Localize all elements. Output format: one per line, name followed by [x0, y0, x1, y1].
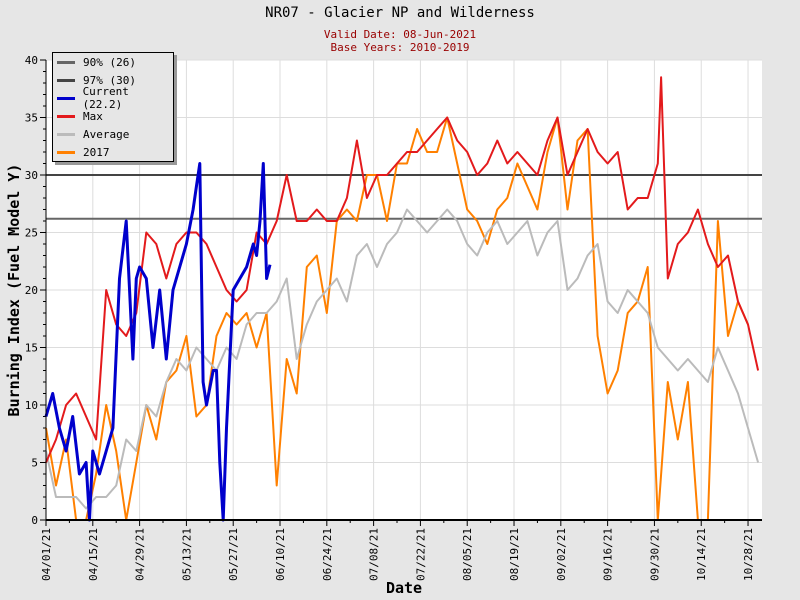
legend-item: 90% (26)	[53, 53, 173, 71]
y-tick-label: 20	[25, 284, 38, 297]
legend-item: 97% (30)	[53, 71, 173, 89]
x-tick-label: 06/10/21	[274, 528, 287, 581]
legend-item: 2017	[53, 143, 173, 161]
y-tick-label: 15	[25, 342, 38, 355]
x-tick-label: 08/19/21	[508, 528, 521, 581]
y-axis-title: Burning Index (Fuel Model Y)	[5, 164, 23, 417]
legend-swatch	[57, 150, 75, 154]
x-axis-title: Date	[386, 579, 422, 597]
x-tick-label: 09/02/21	[555, 528, 568, 581]
legend-swatch	[57, 132, 75, 136]
series-line-average	[45, 208, 760, 510]
x-tick-label: 08/05/21	[461, 528, 474, 581]
y-tick-label: 10	[25, 399, 38, 412]
x-tick-label: 04/15/21	[87, 528, 100, 581]
x-tick-label: 10/28/21	[742, 528, 755, 581]
valid-date: Valid Date: 08-Jun-2021	[323, 28, 477, 41]
legend-item: Current (22.2)	[53, 85, 173, 111]
chart-title: NR07 - Glacier NP and Wilderness	[265, 5, 535, 21]
legend-swatch	[57, 60, 75, 64]
legend-swatch	[57, 114, 75, 118]
y-tick-label: 40	[25, 54, 38, 67]
x-tick-label: 05/27/21	[227, 528, 240, 581]
base-years: Base Years: 2010-2019	[330, 41, 470, 54]
x-tick-label: 09/16/21	[602, 528, 615, 581]
legend-label: 90% (26)	[83, 55, 136, 69]
legend-label: Average	[83, 127, 130, 141]
x-tick-label: 04/29/21	[134, 528, 147, 581]
x-tick-label: 04/01/21	[40, 528, 53, 581]
x-tick-label: 05/13/21	[180, 528, 193, 581]
legend-label: Max	[83, 109, 103, 123]
legend-item: Max	[53, 107, 173, 125]
y-tick-label: 5	[31, 457, 38, 470]
series-line-max	[45, 76, 760, 463]
legend: 90% (26) 97% (30) Current (22.2) Max Average…	[52, 52, 174, 162]
y-tick-label: 30	[25, 169, 38, 182]
legend-label: 97% (30)	[83, 73, 136, 87]
y-tick-label: 35	[25, 112, 38, 125]
x-tick-label: 10/14/21	[695, 528, 708, 581]
legend-swatch	[57, 96, 75, 100]
legend-label: Current (22.2)	[82, 85, 129, 111]
y-tick-label: 0	[31, 514, 38, 527]
x-tick-label: 07/08/21	[368, 528, 381, 581]
y-tick-label: 25	[25, 227, 38, 240]
x-tick-label: 07/22/21	[414, 528, 427, 581]
x-tick-label: 09/30/21	[648, 528, 661, 581]
legend-item: Average	[53, 125, 173, 143]
x-tick-label: 06/24/21	[321, 528, 334, 581]
legend-swatch	[57, 78, 75, 82]
legend-label: 2017	[83, 145, 110, 159]
